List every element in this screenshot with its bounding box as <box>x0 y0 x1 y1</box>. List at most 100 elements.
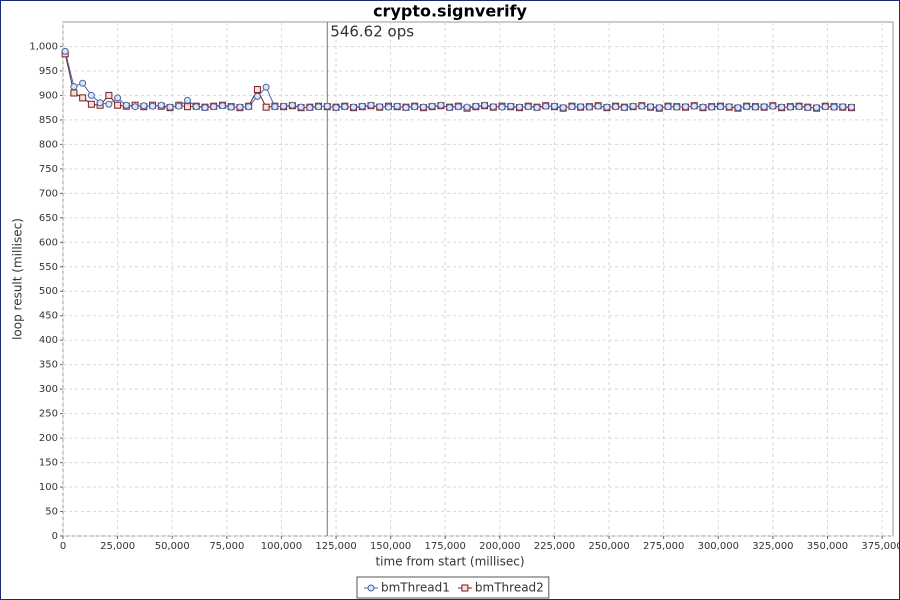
point <box>402 104 410 112</box>
point <box>830 103 838 111</box>
point <box>192 103 200 111</box>
x-tick-label: 350,000 <box>807 541 848 552</box>
y-tick-label: 650 <box>39 213 58 224</box>
point <box>629 102 637 110</box>
point <box>725 103 733 111</box>
y-tick-label: 0 <box>52 531 58 542</box>
point <box>734 104 742 112</box>
x-tick-label: 75,000 <box>209 541 244 552</box>
point <box>821 103 829 111</box>
point <box>70 83 78 91</box>
y-tick-label: 850 <box>39 115 58 126</box>
point <box>760 103 768 111</box>
y-tick-label: 500 <box>39 286 58 297</box>
point <box>122 101 130 109</box>
point <box>411 103 419 111</box>
y-tick-label: 950 <box>39 66 58 77</box>
x-tick-label: 325,000 <box>752 541 793 552</box>
point <box>516 103 523 111</box>
y-tick-label: 350 <box>39 360 58 371</box>
point <box>795 103 803 111</box>
y-tick-label: 250 <box>39 409 58 420</box>
point <box>140 102 148 110</box>
point <box>690 102 698 110</box>
y-tick-label: 900 <box>39 90 58 101</box>
point <box>786 103 794 111</box>
point <box>813 104 821 112</box>
point <box>184 96 191 104</box>
x-axis-label: time from start (millisec) <box>375 555 524 569</box>
point <box>184 103 191 111</box>
y-tick-label: 200 <box>39 433 58 444</box>
point <box>716 103 724 111</box>
point <box>376 103 384 111</box>
chart-title: crypto.signverify <box>373 2 527 21</box>
y-tick-label: 300 <box>39 384 58 395</box>
y-tick-label: 450 <box>39 311 58 322</box>
point <box>751 103 759 111</box>
point <box>524 103 532 111</box>
legend-box <box>356 576 550 599</box>
point <box>61 47 69 55</box>
x-tick-label: 0 <box>60 541 66 552</box>
point <box>568 103 576 111</box>
point <box>446 104 454 112</box>
point <box>778 103 786 111</box>
point <box>96 99 104 107</box>
point <box>393 102 401 110</box>
point <box>297 103 305 111</box>
x-tick-label: 175,000 <box>425 541 466 552</box>
point <box>550 102 558 110</box>
x-tick-label: 275,000 <box>643 541 684 552</box>
point <box>507 102 515 110</box>
point <box>87 91 95 99</box>
y-axis-label: loop result (millisec) <box>11 218 25 340</box>
point <box>437 101 445 109</box>
point <box>350 103 357 111</box>
point <box>218 102 226 110</box>
point <box>699 103 707 111</box>
x-tick-label: 125,000 <box>315 541 356 552</box>
point <box>594 102 602 110</box>
point <box>664 103 672 111</box>
y-tick-label: 600 <box>39 237 58 248</box>
y-tick-label: 400 <box>39 335 58 346</box>
point <box>673 103 681 111</box>
x-tick-label: 50,000 <box>155 541 190 552</box>
y-tick-label: 550 <box>39 262 58 273</box>
legend-marker <box>367 584 375 592</box>
point <box>306 104 314 112</box>
point <box>201 104 209 112</box>
x-tick-label: 375,000 <box>861 541 900 552</box>
point <box>682 103 689 111</box>
point <box>533 104 541 112</box>
y-tick-label: 50 <box>45 507 58 518</box>
y-tick-label: 100 <box>39 482 58 493</box>
point <box>114 101 122 109</box>
y-tick-label: 1,000 <box>29 41 58 52</box>
legend-marker <box>461 584 469 592</box>
x-tick-label: 150,000 <box>370 541 411 552</box>
point <box>323 102 331 110</box>
point <box>472 102 480 110</box>
y-tick-label: 700 <box>39 188 58 199</box>
point <box>280 102 288 110</box>
point <box>227 103 235 111</box>
point <box>149 102 157 110</box>
point <box>498 103 506 111</box>
point <box>87 100 95 108</box>
y-tick-label: 150 <box>39 458 58 469</box>
point <box>262 103 270 111</box>
point <box>332 104 340 112</box>
y-tick-label: 800 <box>39 139 58 150</box>
point <box>288 101 296 109</box>
x-tick-label: 200,000 <box>479 541 520 552</box>
point <box>559 104 567 112</box>
point <box>481 101 489 109</box>
point <box>489 103 497 111</box>
point <box>271 103 279 111</box>
x-tick-label: 25,000 <box>100 541 135 552</box>
point <box>358 102 366 110</box>
point <box>542 102 550 110</box>
